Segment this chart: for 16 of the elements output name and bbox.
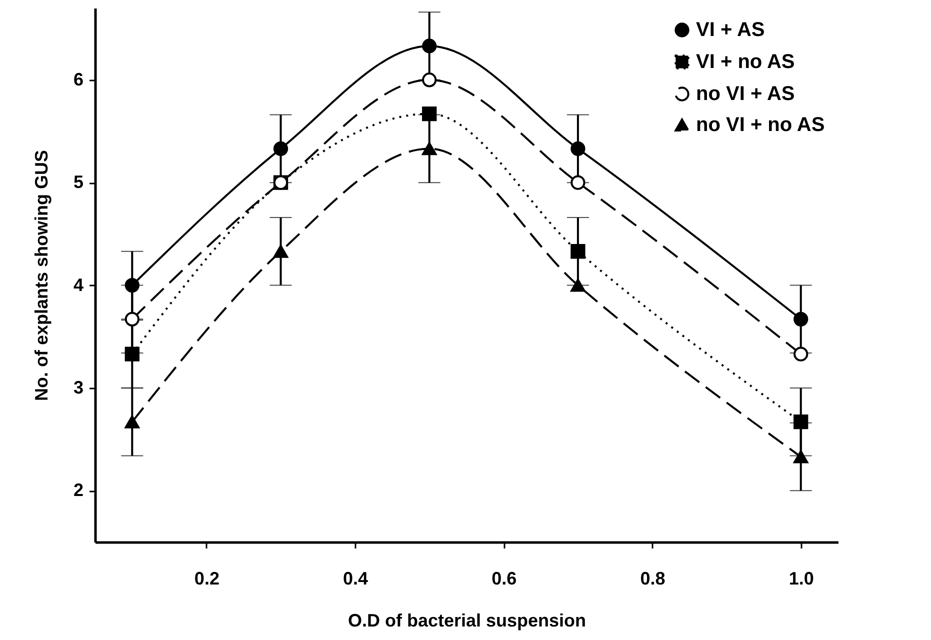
legend-label: no VI + no AS bbox=[696, 114, 825, 136]
y-tick-label: 6 bbox=[73, 69, 84, 90]
legend-label: VI + no AS bbox=[696, 51, 795, 73]
y-tick-label: 4 bbox=[73, 274, 84, 295]
x-tick-label: 1.0 bbox=[788, 568, 814, 588]
x-tick-label: 0.2 bbox=[194, 568, 220, 588]
x-tick-label: 0.6 bbox=[492, 568, 517, 588]
x-tick-label: 0.4 bbox=[343, 568, 368, 588]
y-tick-label: 5 bbox=[73, 172, 84, 192]
y-tick-label: 2 bbox=[73, 480, 84, 500]
y-tick-label: 3 bbox=[73, 377, 84, 398]
legend-label: no VI + AS bbox=[696, 83, 795, 105]
legend-label: VI + AS bbox=[696, 19, 765, 41]
y-axis-title: No. of explants showing GUS bbox=[31, 150, 52, 402]
x-axis-title: O.D of bacterial suspension bbox=[348, 610, 586, 630]
x-tick-label: 0.8 bbox=[640, 568, 666, 588]
